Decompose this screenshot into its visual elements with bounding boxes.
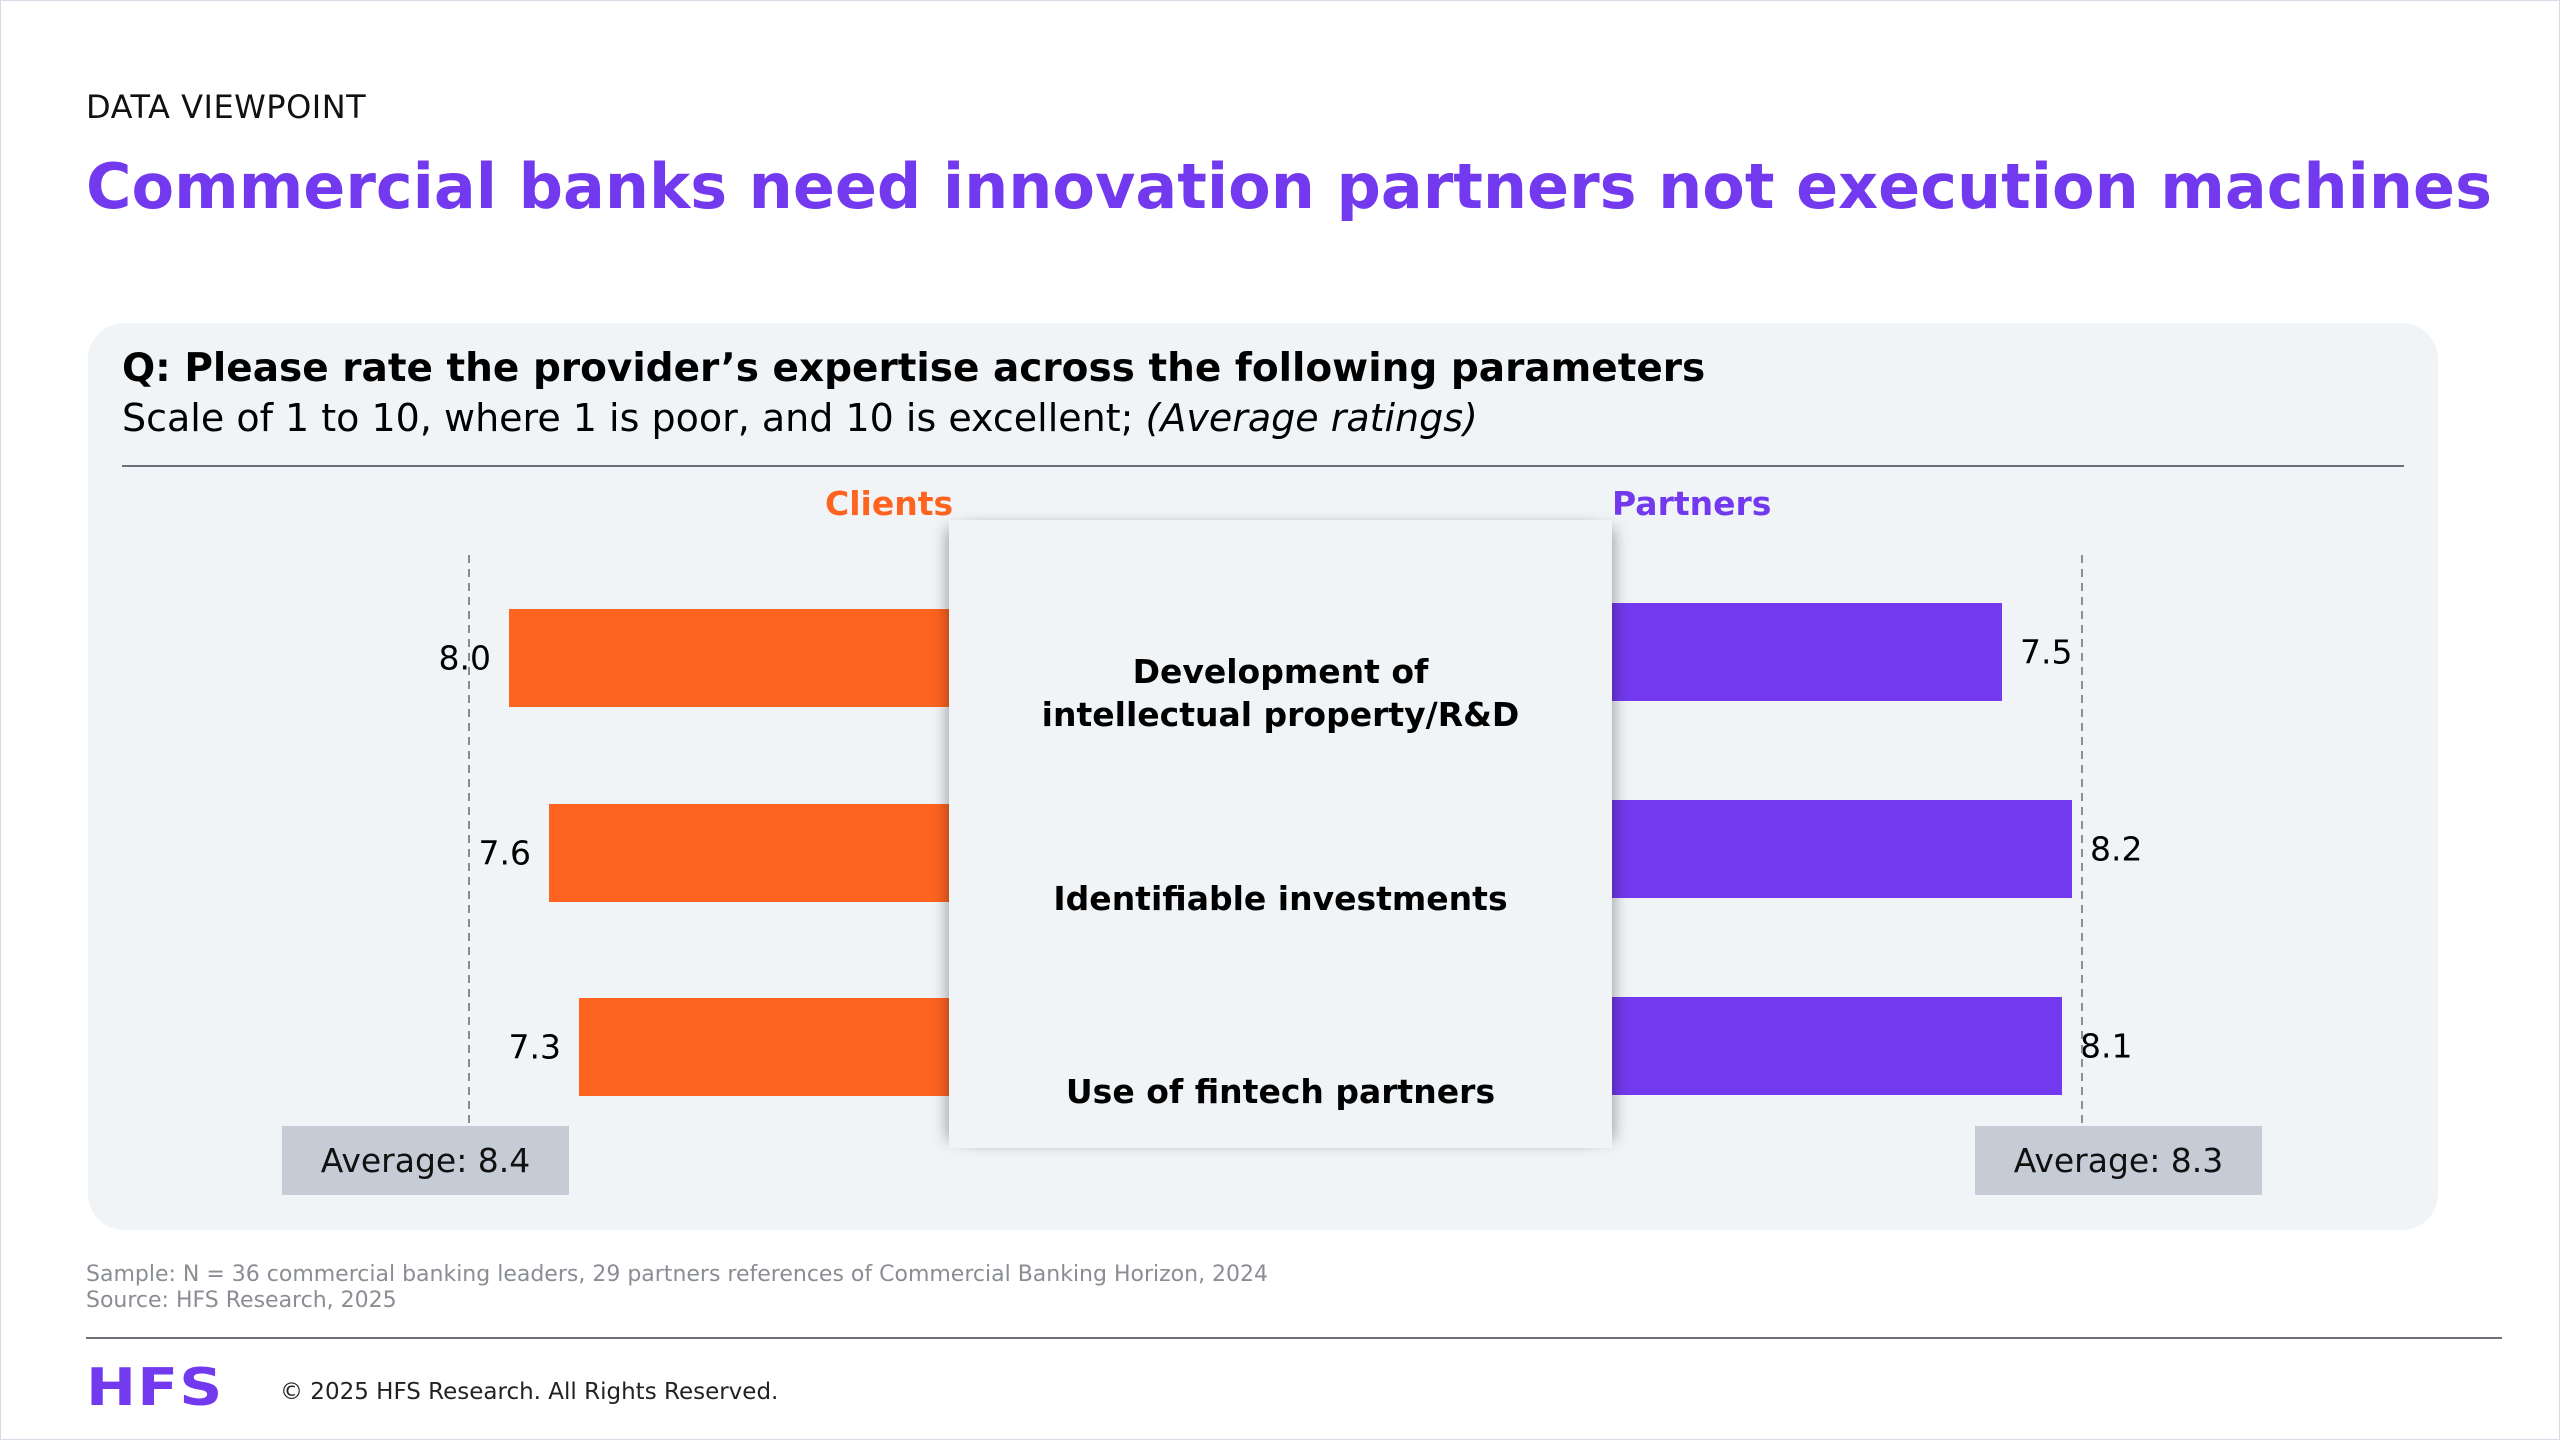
partners-series-title: Partners (1612, 484, 1772, 523)
footer-divider (86, 1337, 2502, 1339)
clients-bar (549, 804, 949, 902)
category-label: Identifiable investments (1053, 879, 1508, 918)
scale-note: (Average ratings) (1145, 396, 1478, 440)
partners-bar-value: 8.2 (2090, 830, 2142, 869)
partners-average-badge: Average: 8.3 (1975, 1126, 2262, 1195)
eyebrow-label: DATA VIEWPOINT (86, 88, 367, 126)
clients-bar (509, 609, 949, 707)
clients-bars: 8.0 7.6 7.3 (439, 609, 949, 1096)
question-text: Q: Please rate the provider’s expertise … (122, 346, 1706, 391)
partners-bar (1612, 800, 2072, 898)
clients-bar-value: 8.0 (439, 639, 491, 678)
clients-bar-value: 7.6 (479, 834, 531, 873)
source-footnote: Source: HFS Research, 2025 (86, 1288, 397, 1313)
scale-description: Scale of 1 to 10, where 1 is poor, and 1… (122, 396, 1134, 440)
copyright-text: © 2025 HFS Research. All Rights Reserved… (280, 1379, 779, 1405)
clients-bar-value: 7.3 (509, 1028, 561, 1067)
category-label: Development of intellectual property/R&D (1041, 652, 1520, 734)
clients-average-badge: Average: 8.4 (282, 1126, 569, 1195)
sample-footnote: Sample: N = 36 commercial banking leader… (86, 1262, 1269, 1287)
category-label: Use of fintech partners (1065, 1072, 1496, 1111)
partners-bars: 7.5 8.2 8.1 (1612, 603, 2142, 1095)
panel-divider (122, 465, 2404, 467)
partners-bar-value: 8.1 (2080, 1027, 2132, 1066)
scale-text: Scale of 1 to 10, where 1 is poor, and 1… (122, 396, 1478, 440)
headline: Commercial banks need innovation partner… (86, 150, 2492, 223)
partners-bar (1612, 603, 2002, 701)
clients-bar (579, 998, 949, 1096)
partners-bar-value: 7.5 (2020, 633, 2072, 672)
category-card (949, 520, 1612, 1148)
clients-series-title: Clients (825, 484, 954, 523)
partners-bar (1612, 997, 2062, 1095)
hfs-logo: HFS (86, 1358, 224, 1418)
